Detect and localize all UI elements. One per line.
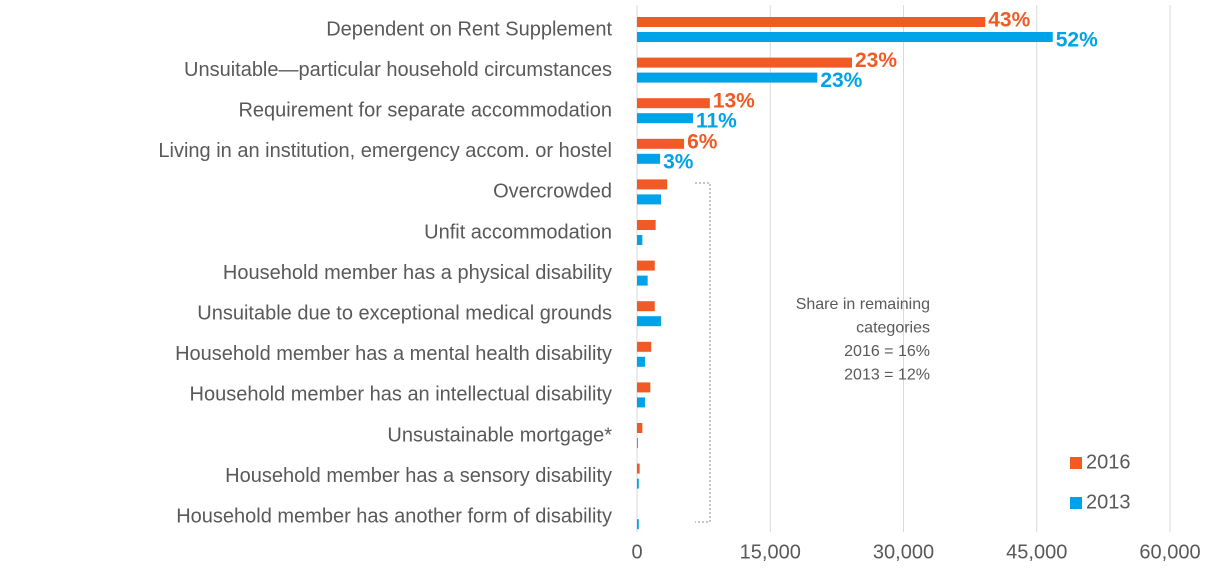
annotation: 2013 = 12%: [844, 367, 930, 384]
bar: [637, 316, 661, 327]
category-label: Dependent on Rent Supplement: [326, 18, 612, 40]
bar: [637, 153, 661, 164]
bar: [637, 519, 639, 530]
bar: [637, 17, 986, 27]
category-label: Living in an institution, emergency acco…: [158, 140, 612, 162]
annotation: categories: [856, 320, 930, 337]
category-label: Overcrowded: [493, 181, 612, 203]
legend-label: 2013: [1086, 491, 1131, 513]
bar: [637, 32, 1053, 42]
bar: [637, 260, 655, 271]
share-label: 23%: [855, 49, 897, 72]
bar: [637, 397, 645, 408]
category-label: Household member has a physical disabili…: [223, 262, 612, 284]
bar: [637, 179, 668, 190]
bar: [637, 341, 652, 352]
share-label: 6%: [687, 130, 718, 153]
category-label: Household member has an intellectual dis…: [190, 384, 612, 406]
category-label: Unsuitable due to exceptional medical gr…: [197, 302, 612, 324]
annotation: 2016 = 16%: [844, 343, 930, 360]
bar: [637, 301, 655, 312]
legend-swatch: [1070, 497, 1082, 509]
share-label: 3%: [663, 150, 694, 173]
bar: [637, 98, 710, 109]
bar: [637, 275, 648, 286]
category-label: Unsustainable mortgage*: [387, 424, 612, 446]
bar: [637, 220, 656, 230]
x-tick-label: 60,000: [1139, 541, 1200, 563]
x-tick-label: 45,000: [1006, 541, 1067, 563]
annotation: Share in remaining: [796, 296, 930, 313]
share-label: 11%: [696, 110, 737, 133]
legend-label: 2016: [1086, 451, 1131, 473]
x-tick-label: 15,000: [740, 541, 801, 563]
bar: [637, 57, 852, 68]
bar: [637, 478, 639, 489]
bar: [637, 194, 661, 205]
legend-swatch: [1070, 457, 1082, 469]
bar: [637, 113, 693, 124]
bar: [637, 382, 651, 393]
bar: [637, 138, 685, 149]
category-label: Requirement for separate accommodation: [238, 99, 612, 121]
category-label: Household member has a mental health dis…: [175, 343, 612, 365]
x-tick-label: 0: [631, 541, 642, 563]
category-label: Household member has a sensory disabilit…: [225, 465, 612, 487]
x-tick-label: 30,000: [873, 541, 934, 563]
bar: [637, 438, 638, 448]
share-label: 13%: [713, 90, 755, 113]
category-label: Unsuitable—particular household circumst…: [184, 59, 612, 81]
share-label: 23%: [820, 69, 862, 92]
category-label: Unfit accommodation: [424, 221, 612, 243]
bracket: [695, 182, 711, 523]
share-label: 43%: [988, 9, 1030, 32]
share-label: 52%: [1056, 29, 1098, 52]
bar: [637, 463, 640, 474]
bar: [637, 356, 645, 367]
bar: [637, 235, 643, 245]
category-label: Household member has another form of dis…: [176, 505, 612, 527]
bar: [637, 72, 818, 83]
bar: [637, 423, 643, 433]
